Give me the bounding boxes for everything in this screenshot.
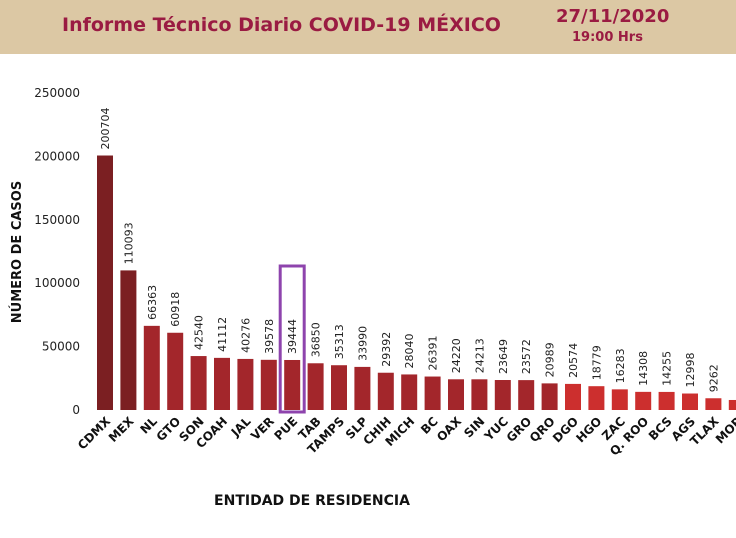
bar: [541, 383, 558, 410]
y-tick-label: 50000: [42, 340, 80, 354]
data-label: 42540: [193, 315, 206, 350]
bar: [190, 356, 207, 410]
report-date: 27/11/2020: [556, 6, 670, 27]
bar: [424, 376, 441, 410]
data-label: 20574: [567, 343, 580, 378]
bar: [611, 389, 628, 410]
data-label: 9262: [707, 364, 720, 392]
y-tick-label: 150000: [34, 213, 80, 227]
data-label: 23572: [520, 339, 533, 374]
bar: [377, 372, 394, 410]
category-label: BCS: [646, 414, 675, 443]
category-label: GTO: [154, 414, 184, 444]
bar: [565, 383, 581, 410]
data-label: 24213: [473, 338, 486, 373]
data-label: 14308: [637, 351, 650, 386]
bar: [167, 332, 184, 410]
category-label: YUC: [481, 414, 511, 444]
category-label: QRO: [527, 414, 558, 445]
data-label: 29392: [380, 332, 393, 367]
bar-chart: NÚMERO DE CASOS ENTIDAD DE RESIDENCIA 0 5…: [9, 86, 736, 509]
data-label: 33990: [356, 326, 369, 361]
data-label: 14255: [661, 351, 674, 386]
bar: [682, 393, 698, 410]
y-tick-label: 200000: [34, 149, 80, 163]
category-label: PUE: [272, 414, 301, 443]
category-label: DGO: [550, 414, 581, 445]
highlight-box: [278, 264, 306, 414]
y-axis-label: NÚMERO DE CASOS: [9, 181, 25, 323]
y-tick-label: 100000: [34, 276, 80, 290]
report-header: Informe Técnico Diario COVID-19 MÉXICO 2…: [0, 0, 736, 54]
bar: [307, 363, 324, 410]
bar: [214, 357, 230, 410]
bar: [401, 374, 418, 410]
bar: [494, 380, 511, 410]
y-tick-label: 250000: [34, 86, 80, 100]
bar: [658, 391, 675, 410]
data-label: 35313: [333, 324, 346, 359]
bar: [518, 380, 535, 410]
bar: [588, 386, 605, 410]
data-label: 41112: [216, 317, 229, 352]
bar: [237, 358, 254, 410]
data-label: 66363: [146, 285, 159, 320]
data-label: 60918: [169, 292, 182, 327]
data-label: 16283: [614, 348, 627, 383]
data-label: 23649: [497, 339, 510, 374]
data-label: 39578: [263, 319, 276, 354]
bar: [260, 359, 277, 410]
bar: [635, 391, 652, 410]
bar: [448, 379, 464, 410]
data-label: 24220: [450, 338, 463, 373]
category-label: OAX: [434, 414, 465, 445]
data-label: 110093: [122, 222, 135, 264]
bar: [143, 325, 160, 410]
bar: [284, 359, 301, 410]
data-label: 26391: [427, 336, 440, 371]
x-axis-label: ENTIDAD DE RESIDENCIA: [214, 493, 410, 509]
data-label: 39444: [286, 319, 299, 354]
data-label: 40276: [239, 318, 252, 353]
data-label: 20989: [544, 342, 557, 377]
data-label: 200704: [99, 108, 112, 150]
bar: [354, 366, 371, 410]
data-label: 28040: [403, 333, 416, 368]
data-label: 18779: [590, 345, 603, 380]
category-label: VER: [248, 414, 277, 443]
category-label: GRO: [504, 414, 535, 445]
bar: [705, 398, 722, 410]
y-tick-label: 0: [72, 403, 80, 417]
category-label: HGO: [573, 414, 604, 445]
bar: [471, 379, 488, 410]
data-label: 12998: [684, 353, 697, 388]
report-title: Informe Técnico Diario COVID-19 MÉXICO: [62, 14, 501, 36]
bar: [728, 399, 736, 410]
category-label: MEX: [106, 414, 137, 445]
bar: [97, 155, 113, 410]
bar: [120, 270, 137, 410]
bar: [331, 365, 347, 410]
data-label: 36850: [310, 322, 323, 357]
report-time: 19:00 Hrs: [572, 30, 643, 45]
